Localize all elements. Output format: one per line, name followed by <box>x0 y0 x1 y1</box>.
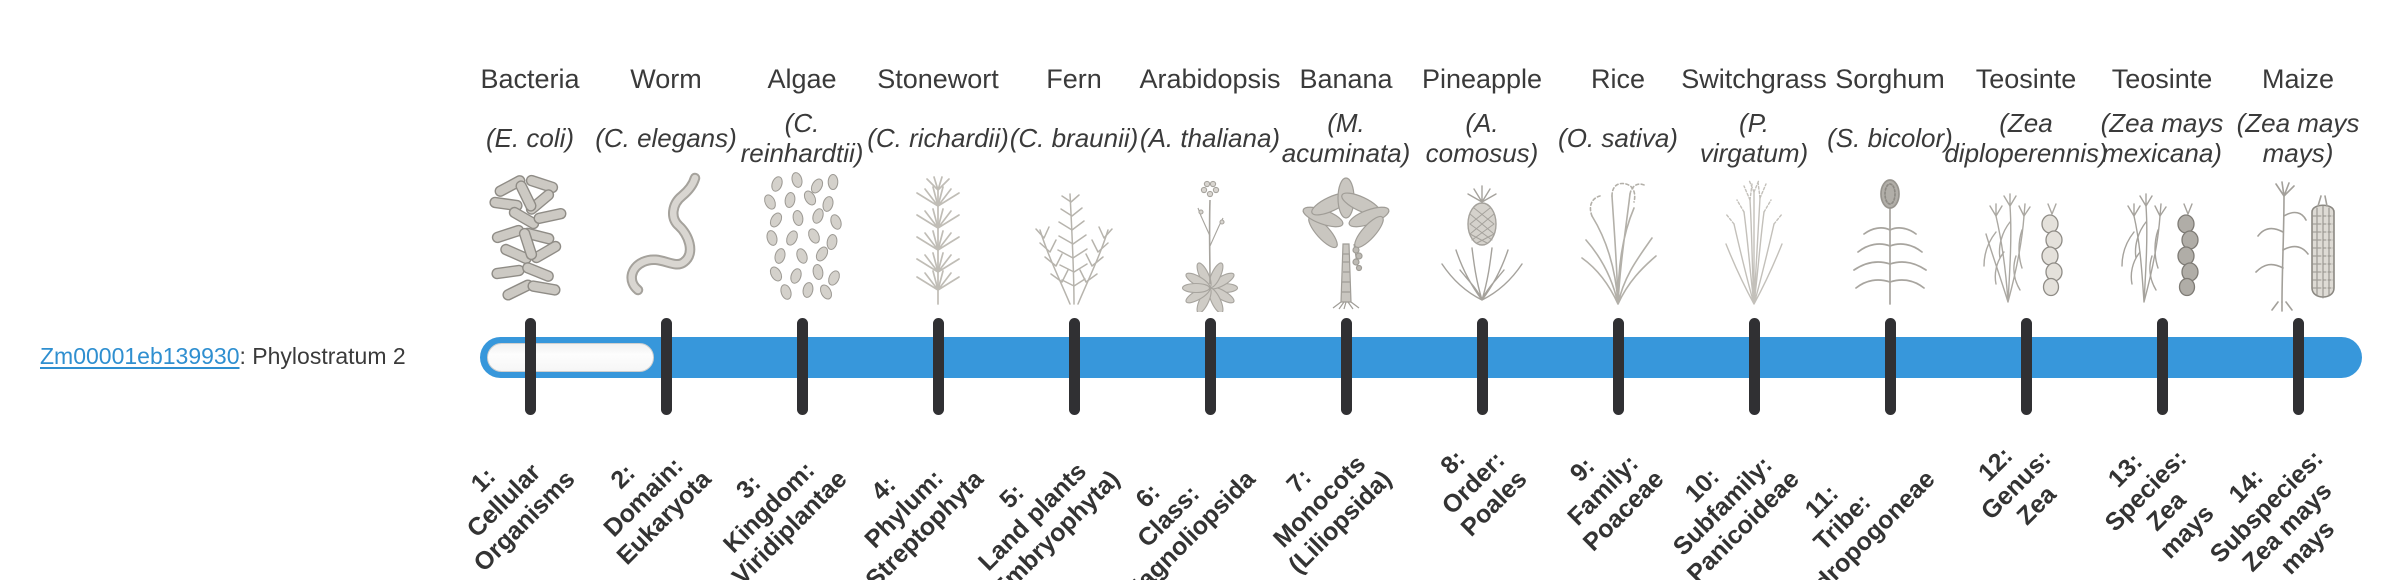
gene-id-link[interactable]: Zm00001eb139930 <box>40 343 240 369</box>
organism-label-maize-14: Maize (Zea mays mays) <box>2186 62 2400 174</box>
organism-common-name: Algae <box>767 64 837 94</box>
tick-stratum-5 <box>1068 318 1080 415</box>
stratum-label-1: 1: Cellular Organisms <box>461 458 581 578</box>
stratum-label-14: 14: Subspecies: Zea mays mays <box>2204 444 2340 580</box>
organism-common-name: Worm <box>630 64 702 94</box>
organism-label-stonewort-4: Stonewort (C. richardii) <box>826 62 1050 174</box>
organism-species-name: (A. thaliana) <box>1139 122 1281 153</box>
tick-stratum-7 <box>1340 318 1352 415</box>
tick-stratum-14 <box>2292 318 2304 415</box>
organism-label-switchgrass-10: Switchgrass (P. virgatum) <box>1642 62 1866 174</box>
organism-label-teosinte-13: Teosinte (Zea mays mexicana) <box>2050 62 2274 174</box>
organism-label-fern-5: Fern (C. braunii) <box>962 62 1186 174</box>
teosinte-diploperennis-icon <box>1964 172 2088 312</box>
tick-stratum-13 <box>2156 318 2168 415</box>
fern-icon <box>1012 172 1136 312</box>
tick-stratum-2 <box>660 318 672 415</box>
rice-icon <box>1556 172 1680 312</box>
organism-species-name: (O. sativa) <box>1558 122 1678 153</box>
tick-stratum-4 <box>932 318 944 415</box>
organism-common-name: Switchgrass <box>1681 64 1827 94</box>
organism-label-bacteria-1: Bacteria (E. coli) <box>418 62 642 174</box>
stratum-label-3: 3: Kingdom: Viridiplantae <box>718 456 853 580</box>
organism-common-name: Maize <box>2261 64 2335 94</box>
bacteria-icon <box>468 172 592 312</box>
tick-stratum-10 <box>1748 318 1760 415</box>
tick-stratum-12 <box>2020 318 2032 415</box>
tick-stratum-9 <box>1612 318 1624 415</box>
organism-label-sorghum-11: Sorghum (S. bicolor) <box>1778 62 2002 174</box>
stratum-label-7: 7: Monocots (Liliopsida) <box>1267 449 1397 580</box>
organism-common-name: Fern <box>1046 64 1102 94</box>
organism-label-teosinte-12: Teosinte (Zea diploperennis) <box>1914 62 2138 174</box>
organism-label-worm-2: Worm (C. elegans) <box>554 62 778 174</box>
phylostratum-bar <box>480 337 2362 378</box>
gene-label: Zm00001eb139930: Phylostratum 2 <box>40 342 406 370</box>
stonewort-icon <box>876 172 1000 312</box>
organism-species-name: (C. braunii) <box>1009 122 1139 153</box>
organism-species-name: (Zea mays mexicana) <box>2100 107 2224 168</box>
gene-annotation-text: : Phylostratum 2 <box>239 343 406 369</box>
tick-stratum-3 <box>796 318 808 415</box>
arabidopsis-icon <box>1148 172 1272 312</box>
organism-species-name: (M. acuminata) <box>1281 107 1411 168</box>
pineapple-icon <box>1420 172 1544 312</box>
organism-label-banana-7: Banana (M. acuminata) <box>1234 62 1458 174</box>
tick-stratum-8 <box>1476 318 1488 415</box>
organism-species-name: (C. elegans) <box>595 122 737 153</box>
stratum-label-12: 12: Genus: Zea <box>1972 441 2062 531</box>
organism-common-name: Bacteria <box>480 64 580 94</box>
stratum-label-8: 8: Order: Poales <box>1435 444 1533 542</box>
tick-stratum-1 <box>524 318 536 415</box>
worm-icon <box>604 172 728 312</box>
organism-common-name: Pineapple <box>1421 64 1543 94</box>
tick-stratum-11 <box>1884 318 1896 415</box>
organism-common-name: Teosinte <box>1975 64 2077 94</box>
organism-common-name: Rice <box>1590 64 1645 94</box>
organism-species-name: (S. bicolor) <box>1827 122 1953 153</box>
organism-common-name: Teosinte <box>2111 64 2213 94</box>
phylostratum-1-unfilled-segment <box>487 343 654 372</box>
organism-species-name: (P. virgatum) <box>1699 107 1809 168</box>
organism-species-name: (C. richardii) <box>867 122 1009 153</box>
switchgrass-icon <box>1692 172 1816 312</box>
organism-common-name: Banana <box>1299 64 1393 94</box>
tick-stratum-6 <box>1204 318 1216 415</box>
maize-icon <box>2236 172 2360 312</box>
organism-species-name: (Zea mays mays) <box>2236 107 2360 168</box>
organism-label-rice-9: Rice (O. sativa) <box>1506 62 1730 174</box>
organism-species-name: (C. reinhardtii) <box>740 107 864 168</box>
organism-common-name: Arabidopsis <box>1139 64 1281 94</box>
organism-label-algae-3: Algae (C. reinhardtii) <box>690 62 914 174</box>
banana-icon <box>1284 172 1408 312</box>
organism-species-name: (Zea diploperennis) <box>1944 107 2108 168</box>
organism-species-name: (E. coli) <box>485 122 575 153</box>
teosinte-mexicana-icon <box>2100 172 2224 312</box>
organism-label-pineapple-8: Pineapple (A. comosus) <box>1370 62 1594 174</box>
stratum-label-9: 9: Family: Poaceae <box>1561 449 1669 557</box>
organism-common-name: Sorghum <box>1835 64 1945 94</box>
stratum-label-2: 2: Domain: Eukaryota <box>598 451 717 571</box>
sorghum-icon <box>1828 172 1952 312</box>
organism-species-name: (A. comosus) <box>1425 107 1539 168</box>
organism-label-arabidopsis-6: Arabidopsis (A. thaliana) <box>1098 62 1322 174</box>
algae-icon <box>740 172 864 312</box>
organism-common-name: Stonewort <box>877 64 999 94</box>
